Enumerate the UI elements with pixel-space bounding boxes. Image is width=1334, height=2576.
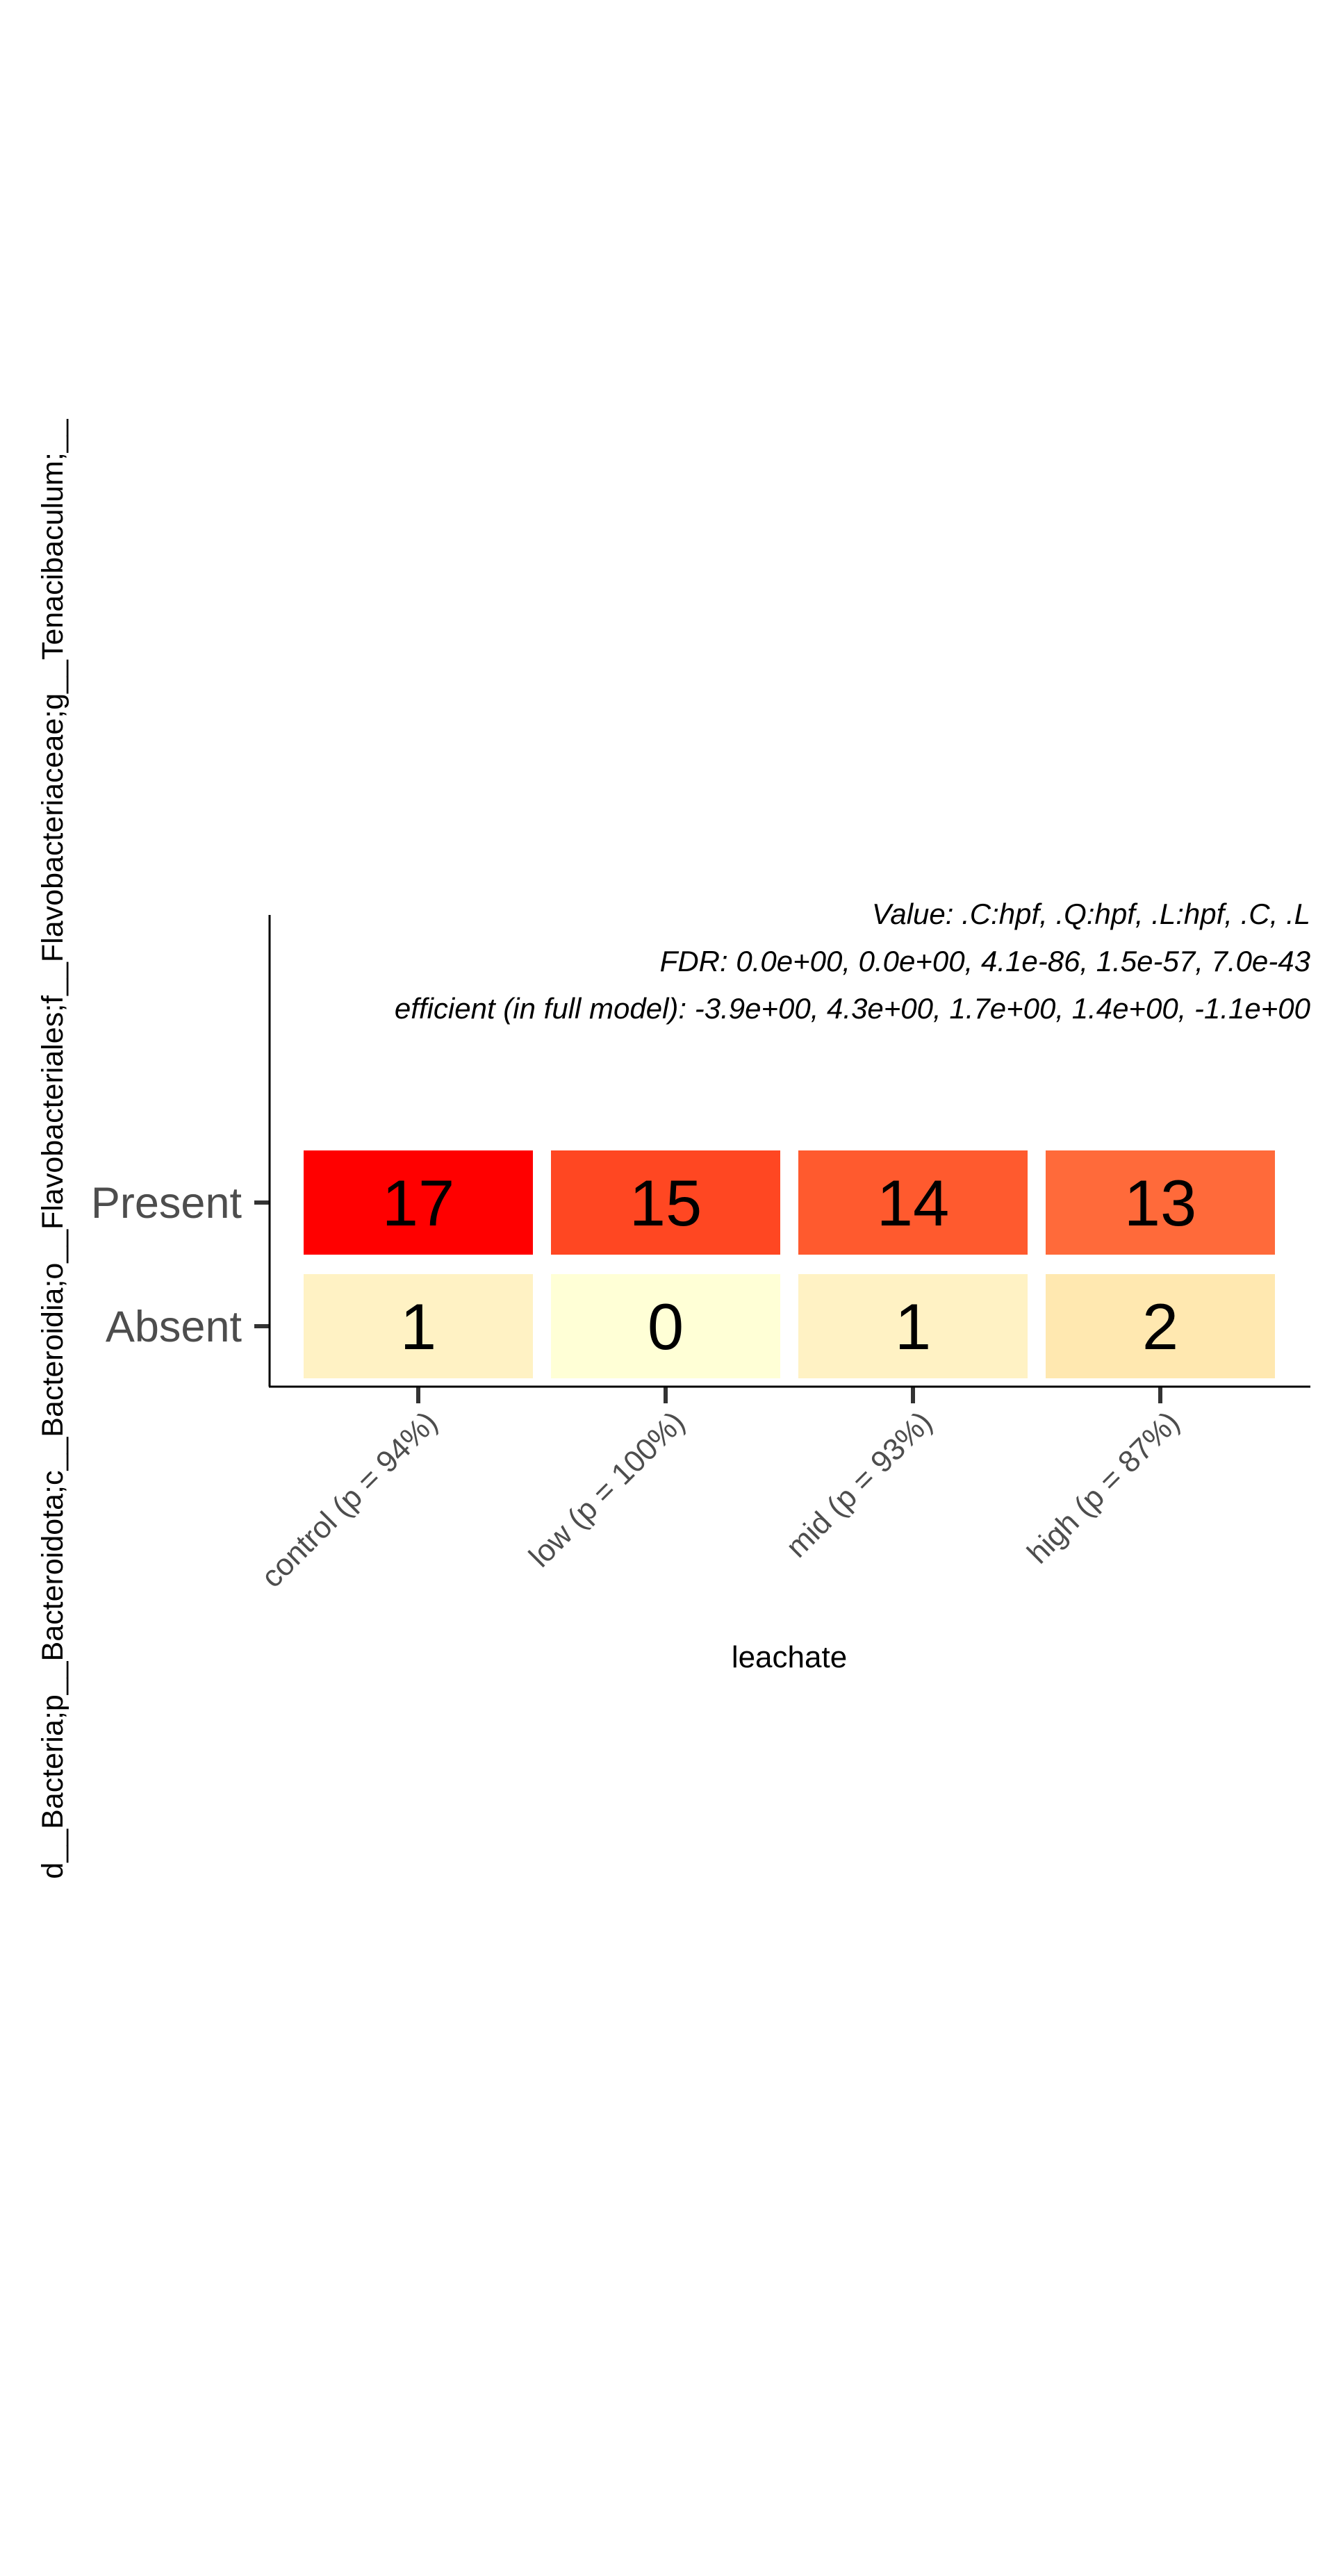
x-tick-label-1: control (p = 94%)	[255, 1405, 444, 1594]
heatmap-cell-absent-3	[798, 1274, 1028, 1378]
heatmap-cell-absent-2	[551, 1274, 780, 1378]
x-tick-label-3: mid (p = 93%)	[780, 1405, 939, 1564]
y-axis-title: d__Bacteria;p__Bacteroidota;c__Bacteroid…	[36, 418, 69, 1879]
heatmap-cell-present-4	[1046, 1150, 1275, 1255]
heatmap-cells: 17 15 14 13 1 0 1 2	[304, 1150, 1275, 1378]
cell-value-label: 13	[1124, 1166, 1197, 1239]
annotation-line-3: efficient (in full model): -3.9e+00, 4.3…	[395, 992, 1311, 1025]
cell-value-label: 0	[648, 1290, 684, 1363]
heatmap-cell-present-1	[304, 1150, 533, 1255]
cell-value-label: 14	[877, 1166, 950, 1239]
cell-value-label: 1	[895, 1290, 931, 1363]
annotation-line-2: FDR: 0.0e+00, 0.0e+00, 4.1e-86, 1.5e-57,…	[660, 945, 1310, 977]
heatmap-cell-present-2	[551, 1150, 780, 1255]
annotation-line-1: Value: .C:hpf, .Q:hpf, .L:hpf, .C, .L	[872, 898, 1310, 930]
x-tick-label-4: high (p = 87%)	[1021, 1405, 1186, 1570]
heatmap-cell-absent-1	[304, 1274, 533, 1378]
y-tick-label-absent: Absent	[106, 1303, 242, 1351]
x-axis-title: leachate	[732, 1640, 847, 1674]
heatmap-cell-present-3	[798, 1150, 1028, 1255]
heatmap-cell-absent-4	[1046, 1274, 1275, 1378]
cell-value-label: 15	[629, 1166, 702, 1239]
x-axis-ticks: control (p = 94%) low (p = 100%) mid (p = …	[255, 1387, 1186, 1594]
cell-value-label: 17	[382, 1166, 455, 1239]
cell-value-label: 2	[1142, 1290, 1178, 1363]
y-tick-label-present: Present	[91, 1179, 242, 1228]
cell-value-label: 1	[400, 1290, 436, 1363]
x-tick-label-2: low (p = 100%)	[522, 1405, 691, 1574]
y-axis-ticks: Present Absent	[91, 1179, 270, 1351]
